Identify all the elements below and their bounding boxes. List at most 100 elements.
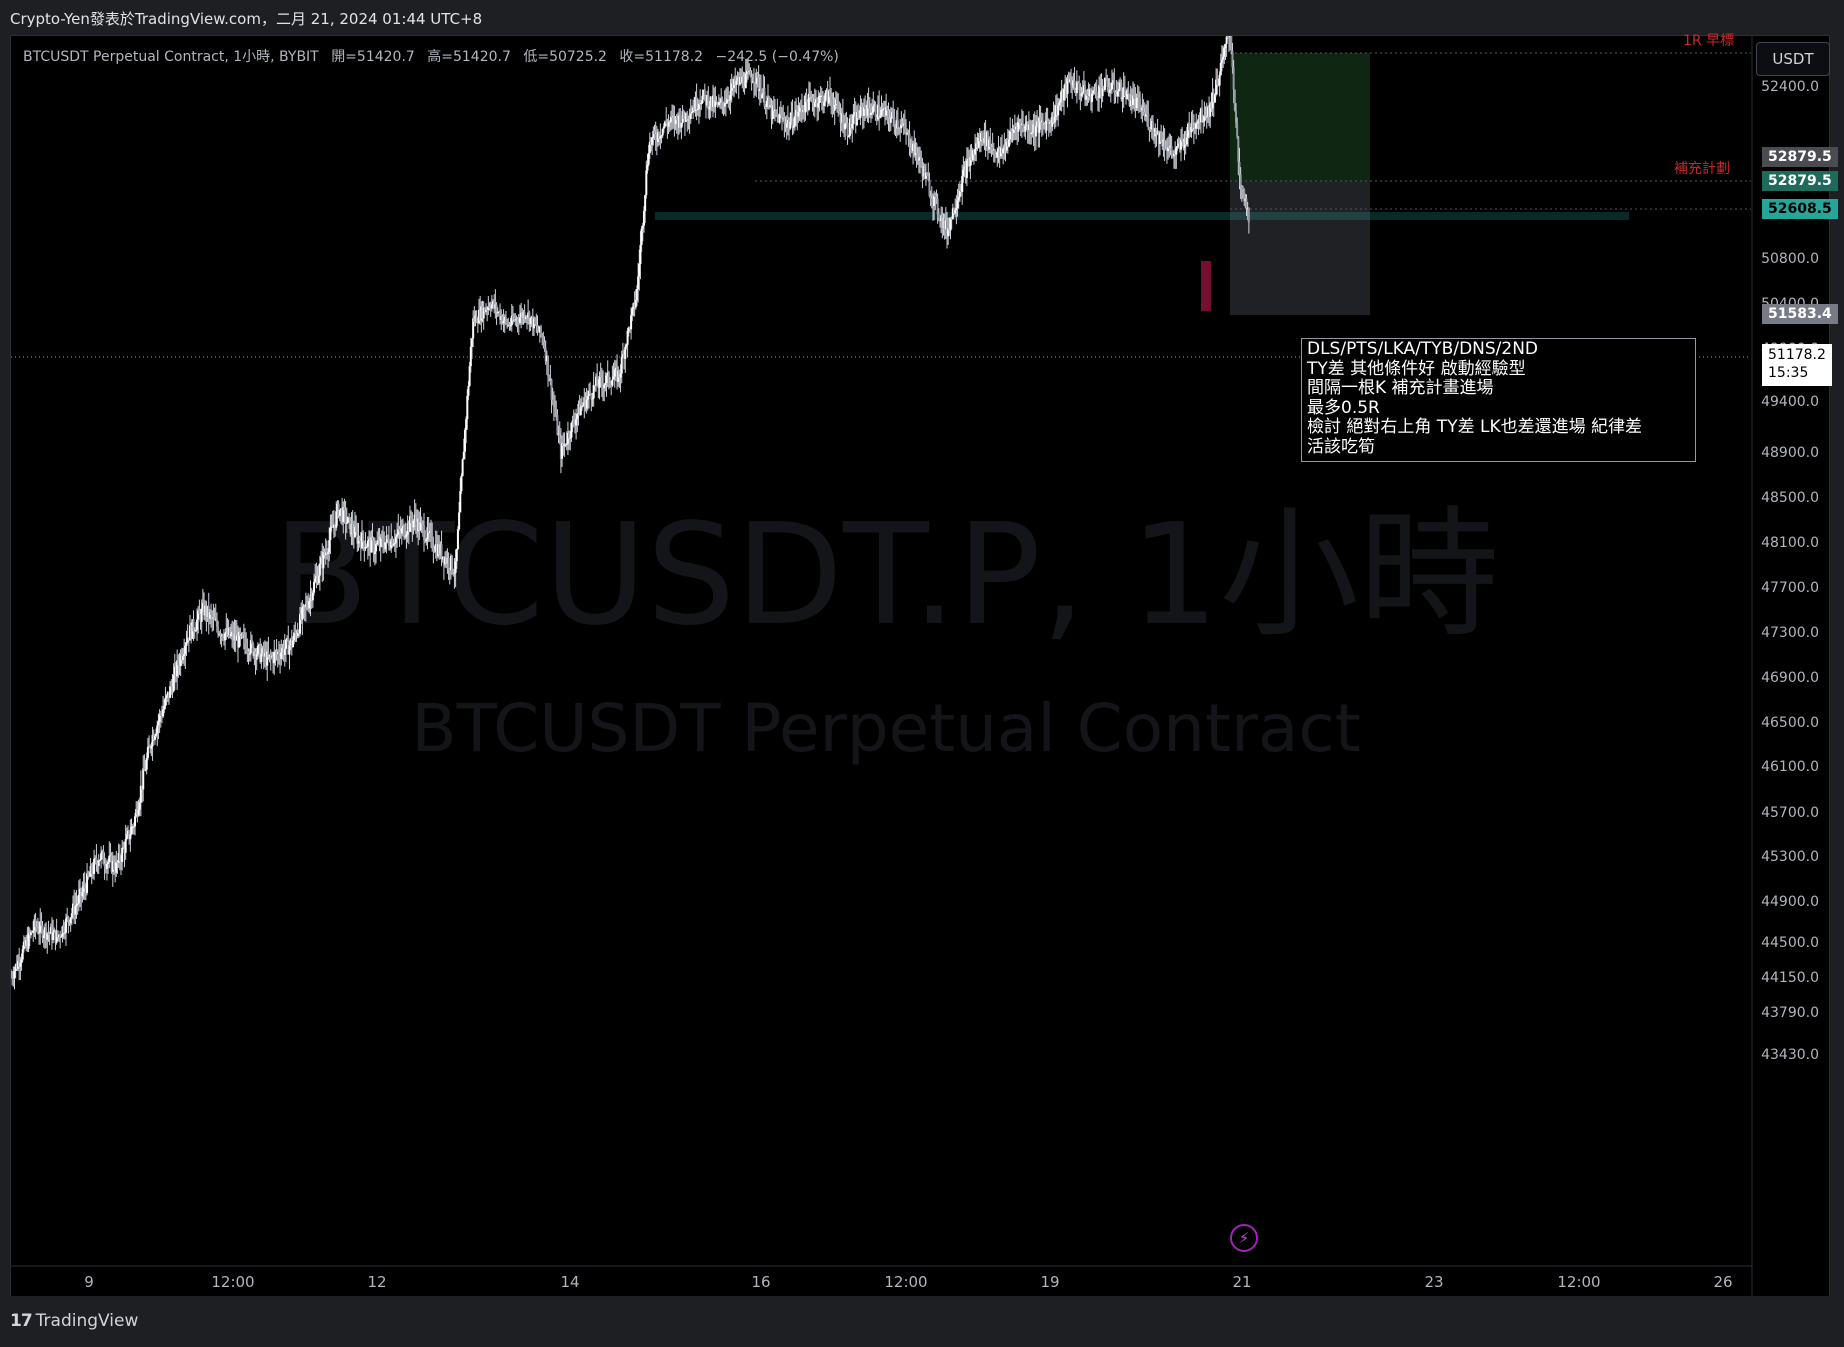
candle-body — [240, 634, 243, 636]
candle-body — [692, 107, 695, 113]
time-tick-label: 9 — [84, 1273, 94, 1291]
candle-body — [375, 544, 378, 552]
candle-body — [425, 539, 428, 542]
candle-body — [419, 522, 422, 531]
candle-body — [102, 851, 105, 864]
candle-body — [1051, 112, 1054, 127]
candle-body — [1078, 83, 1081, 91]
candle-body — [309, 594, 312, 601]
candle-body — [1224, 43, 1227, 49]
candle-body — [249, 640, 252, 654]
candle-body — [857, 112, 860, 119]
candle-body — [1010, 130, 1013, 132]
candle-body — [500, 316, 503, 320]
candle-body — [407, 523, 410, 532]
candle-body — [96, 862, 99, 867]
candle-body — [790, 112, 793, 123]
candle-body — [1175, 147, 1178, 155]
candle-body — [163, 705, 166, 710]
candle-body — [968, 158, 971, 167]
candle-body — [819, 95, 822, 97]
candle-body — [139, 785, 142, 803]
candle-body — [1031, 132, 1034, 134]
candle-body — [49, 927, 52, 934]
candle-body — [42, 935, 45, 939]
note-line-5: 檢討 絕對右上角 TY差 LK也差還進場 紀律差 — [1307, 417, 1643, 437]
candle-body — [724, 103, 727, 105]
candle-body — [1195, 123, 1198, 129]
candle-body — [1034, 126, 1037, 137]
candle-body — [921, 165, 924, 177]
candle-body — [699, 103, 702, 105]
candle-body — [33, 919, 36, 931]
candle-body — [28, 933, 31, 936]
candle-body — [434, 544, 437, 552]
candle-body — [1225, 36, 1228, 44]
candle-series — [11, 36, 1250, 990]
candle-body — [267, 651, 270, 657]
candle-body — [599, 375, 602, 377]
candle-body — [180, 654, 183, 660]
candle-body — [754, 83, 757, 85]
candle-body — [1182, 141, 1185, 148]
candle-body — [1247, 207, 1250, 223]
candle-body — [194, 629, 197, 632]
candle-body — [855, 112, 858, 126]
candle-body — [24, 941, 27, 947]
candle-body — [281, 647, 284, 653]
candle-body — [473, 318, 476, 322]
candle-body — [734, 79, 737, 86]
candle-body — [1040, 120, 1043, 123]
candle-body — [1071, 85, 1074, 88]
candle-body — [330, 526, 333, 528]
time-tick-label: 19 — [1040, 1273, 1059, 1291]
candle-body — [511, 315, 514, 321]
candle-body — [617, 370, 620, 382]
candle-body — [274, 651, 277, 653]
candle-body — [1141, 107, 1144, 111]
candle-body — [680, 122, 683, 128]
candle-body — [514, 319, 517, 321]
candle-body — [272, 656, 275, 664]
candle-body — [930, 198, 933, 200]
candle-body — [647, 153, 650, 165]
trade-note[interactable]: DLS/PTS/LKA/TYB/DNS/2ND TY差 其他條件好 啟動經驗型 … — [1301, 338, 1696, 462]
candle-body — [286, 638, 289, 640]
legend-high: 高=51420.7 — [427, 49, 511, 65]
flash-icon[interactable]: ⚡ — [1230, 1224, 1258, 1252]
price-tick-label: 52400.0 — [1761, 79, 1819, 95]
candle-body — [1229, 36, 1232, 37]
candle-body — [164, 697, 167, 706]
candle-body — [315, 575, 318, 579]
tradingview-logo[interactable]: 17 TradingView — [10, 1311, 138, 1331]
candle-body — [1123, 87, 1126, 97]
candle-body — [756, 72, 759, 78]
candle-body — [1063, 89, 1065, 101]
candle-body — [478, 309, 480, 323]
candle-body — [277, 652, 280, 657]
candle-body — [1130, 100, 1133, 106]
candle-body — [1171, 150, 1174, 156]
price-tick-label: 43430.0 — [1761, 1047, 1819, 1063]
candle-body — [703, 89, 706, 96]
candle-body — [64, 918, 67, 933]
candle-body — [428, 531, 431, 534]
candle-body — [600, 376, 603, 384]
candle-body — [1113, 80, 1116, 93]
candle-body — [128, 830, 131, 840]
candle-body — [205, 605, 208, 618]
candle-body — [630, 315, 633, 330]
candle-body — [1025, 122, 1028, 127]
candle-body — [568, 433, 571, 439]
chart-panel[interactable]: BTCUSDT.P, 1小時 BTCUSDT Perpetual Contrac… — [10, 33, 1838, 1297]
currency-button[interactable]: USDT — [1756, 42, 1830, 76]
candle-body — [730, 83, 733, 91]
candle-body — [219, 633, 222, 637]
candle-body — [56, 930, 59, 937]
candle-body — [1142, 107, 1145, 113]
candle-body — [542, 337, 545, 343]
candle-body — [348, 516, 351, 518]
price-chart-svg[interactable]: 43430.0 43790.0 44150.0 44500.0 44900.0 45300… — [11, 36, 1829, 1296]
candle-body — [378, 540, 381, 547]
candle-body — [189, 625, 192, 641]
